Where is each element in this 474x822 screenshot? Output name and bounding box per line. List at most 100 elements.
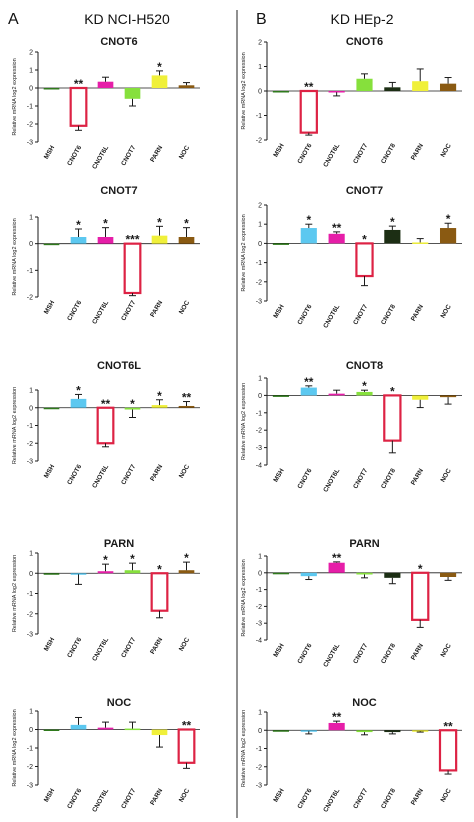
bar-cnot6 [300, 572, 317, 577]
y-tick-label: -3 [256, 621, 262, 628]
bar-parn [151, 729, 168, 736]
bar-cnot6 [70, 398, 87, 408]
bar-cnot8 [384, 572, 401, 578]
y-tick-label: 0 [258, 241, 262, 248]
x-tick-label: CNOT8 [380, 303, 397, 326]
bar-cnot6l [96, 406, 115, 445]
x-tick-label: CNOT6L [91, 299, 110, 325]
bar-cnot7 [355, 242, 374, 278]
bar-parn [412, 395, 429, 400]
y-tick-label: -1 [256, 260, 262, 267]
y-axis-label: Relative mRNA log2 expression [241, 710, 247, 787]
bar-msh [43, 729, 60, 731]
bar-msh [43, 88, 60, 90]
bar-msh [43, 407, 60, 410]
bar-cnot6 [70, 237, 87, 244]
significance-mark: * [157, 60, 162, 74]
bar-cnot6l [328, 393, 345, 396]
chart-title: CNOT7 [346, 185, 383, 197]
y-tick-label: -3 [27, 783, 33, 790]
y-tick-label: 0 [29, 241, 33, 248]
chart-title: CNOT8 [346, 360, 383, 372]
x-tick-label: NOC [178, 144, 191, 160]
chart-b-noc: NOC -3 -2 -1 0 1 Relative mRNA log2 expression… [241, 697, 462, 814]
significance-mark: * [390, 384, 395, 398]
significance-mark: * [184, 551, 189, 565]
x-tick-label: CNOT7 [352, 787, 369, 810]
bar-parn [150, 572, 169, 612]
x-tick-label: PARN [149, 787, 164, 806]
significance-mark: ** [332, 551, 342, 565]
x-tick-label: PARN [149, 299, 164, 318]
y-tick-label: -1 [27, 268, 33, 275]
x-tick-label: CNOT8 [380, 467, 397, 490]
bar-cnot8 [384, 229, 401, 244]
x-tick-label: PARN [149, 463, 164, 482]
y-tick-label: 2 [258, 40, 262, 47]
y-tick-label: 0 [258, 570, 262, 577]
bar-parn [412, 730, 429, 732]
bar-cnot6l [97, 571, 114, 574]
significance-mark: * [390, 215, 395, 229]
significance-mark: * [130, 552, 135, 566]
bar-parn [412, 81, 429, 91]
bar-noc [178, 85, 195, 88]
bar-msh [272, 730, 290, 732]
x-tick-label: CNOT6L [91, 787, 110, 813]
chart-b-cnot6: CNOT6 -2 -1 0 1 2 Relative mRNA log2 expressio… [241, 36, 462, 169]
x-tick-label: CNOT6L [91, 144, 110, 170]
bar-noc [439, 228, 457, 244]
panel-letter-b: B [256, 11, 267, 28]
x-tick-label: CNOT6 [66, 299, 83, 322]
x-tick-label: MSH [43, 144, 56, 160]
x-tick-label: CNOT6 [66, 787, 83, 810]
y-axis-label: Relative mRNA log2 expression [12, 218, 18, 295]
chart-title: NOC [107, 697, 132, 709]
bar-cnot6 [300, 228, 317, 244]
bar-parn [151, 235, 168, 244]
x-tick-label: NOC [178, 299, 191, 315]
x-tick-label: CNOT6 [296, 142, 313, 165]
significance-mark: * [362, 379, 367, 393]
y-tick-label: -2 [27, 611, 33, 618]
x-tick-label: CNOT6L [322, 303, 341, 329]
bar-cnot7 [356, 391, 373, 396]
x-tick-label: CNOT6L [322, 142, 341, 168]
chart-title: PARN [349, 538, 379, 550]
bar-cnot8 [384, 87, 401, 91]
y-tick-label: 0 [29, 86, 33, 93]
significance-mark: * [306, 213, 311, 227]
bar-cnot6l [328, 722, 345, 731]
x-tick-label: NOC [178, 463, 191, 479]
significance-mark: * [76, 383, 81, 397]
bar-cnot6 [300, 387, 317, 396]
bar-noc [178, 570, 195, 574]
significance-mark: * [103, 553, 108, 567]
x-tick-label: CNOT6 [296, 467, 313, 490]
y-tick-label: 1 [258, 222, 262, 229]
chart-a-noc: NOC -3 -2 -1 0 1 Relative mRNA log2 expression… [12, 697, 200, 814]
chart-a-parn: PARN -3 -2 -1 0 1 Relative mRNA log2 expressio… [12, 538, 200, 663]
y-tick-label: 0 [29, 405, 33, 412]
bar-parn [411, 571, 430, 621]
x-tick-label: CNOT6L [91, 636, 110, 662]
x-tick-label: MSH [272, 142, 285, 158]
y-tick-label: -2 [27, 764, 33, 771]
bar-noc [177, 728, 196, 764]
panel-letter-a: A [8, 11, 19, 28]
y-tick-label: -3 [27, 459, 33, 466]
x-tick-label: MSH [272, 642, 285, 658]
significance-mark: * [130, 397, 135, 411]
y-tick-label: 2 [258, 203, 262, 210]
x-tick-label: CNOT6L [322, 467, 341, 493]
bar-cnot8 [383, 394, 402, 442]
y-axis-label: Relative mRNA log2 expression [241, 383, 247, 460]
y-tick-label: -2 [27, 122, 33, 129]
y-tick-label: 1 [258, 64, 262, 71]
chart-title: CNOT6 [346, 36, 383, 48]
x-tick-label: CNOT7 [352, 467, 369, 490]
x-tick-label: CNOT6 [66, 463, 83, 486]
bar-parn [151, 75, 168, 88]
chart-a-cnot7: CNOT7 -2 -1 0 1 Relative mRNA log2 expression… [12, 185, 200, 326]
bar-parn [412, 242, 429, 244]
